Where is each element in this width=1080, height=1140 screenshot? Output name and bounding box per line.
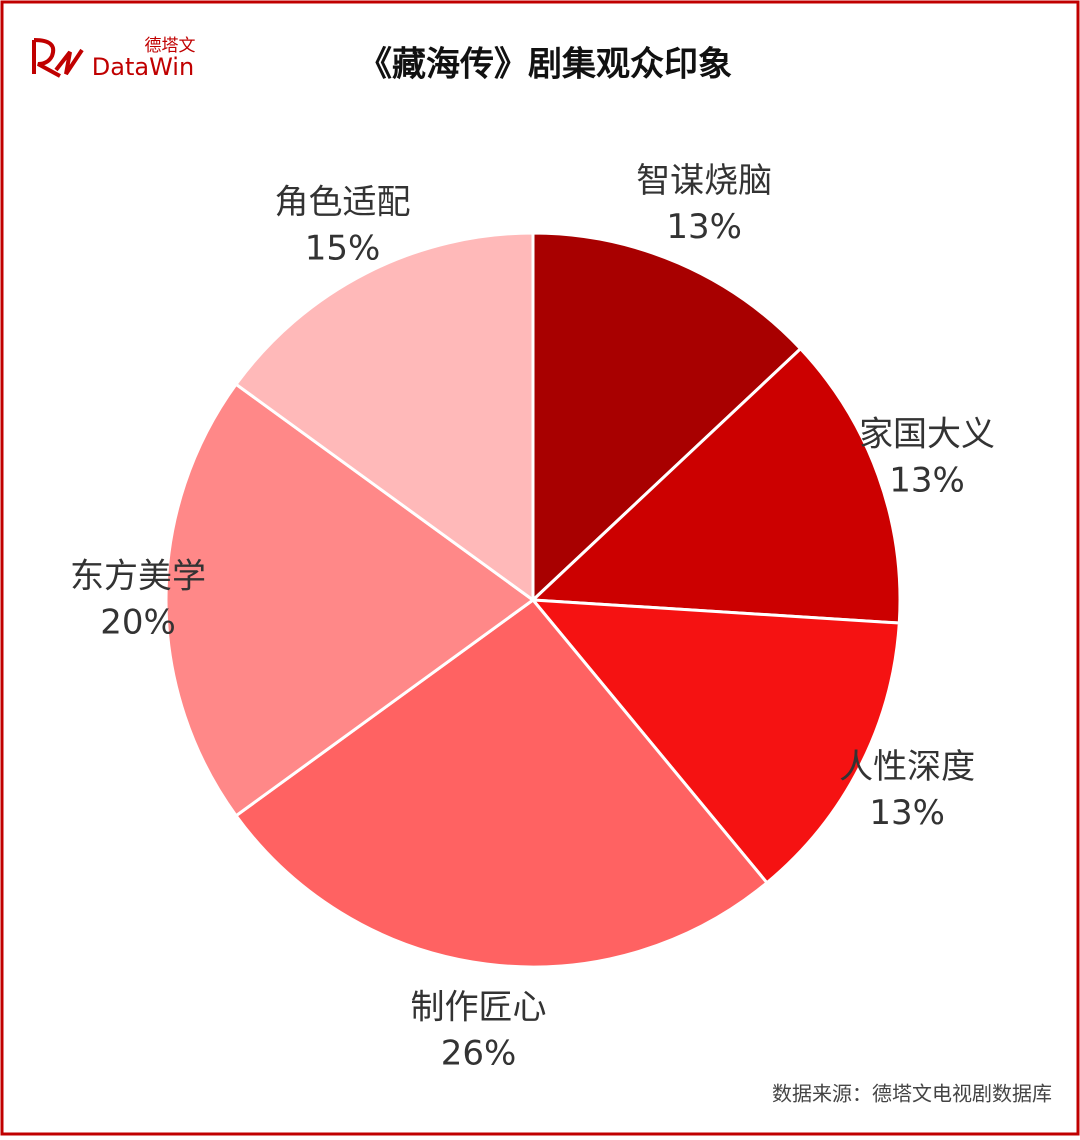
slice-label: 人性深度 bbox=[839, 747, 975, 787]
logo-en: DataWin bbox=[92, 53, 194, 81]
slice-label: 家国大义 bbox=[859, 415, 995, 455]
value-label: 15% bbox=[305, 229, 381, 269]
chart-title: 《藏海传》剧集观众印象 bbox=[358, 45, 732, 85]
pie-slice bbox=[233, 231, 535, 603]
pie-slice bbox=[233, 597, 770, 969]
value-label: 26% bbox=[441, 1033, 517, 1073]
slice-label: 角色适配 bbox=[275, 183, 411, 223]
slice-label: 智谋烧脑 bbox=[636, 161, 772, 201]
value-label: 13% bbox=[889, 461, 965, 501]
slice-label: 制作匠心 bbox=[411, 987, 547, 1027]
value-label: 13% bbox=[869, 793, 945, 833]
slice-label: 东方美学 bbox=[70, 557, 206, 597]
source: 数据来源：德塔文电视剧数据库 bbox=[772, 1082, 1052, 1106]
pie-slice bbox=[531, 231, 803, 604]
value-label: 13% bbox=[666, 207, 742, 247]
value-label: 20% bbox=[100, 603, 176, 643]
pie-slice bbox=[529, 346, 902, 625]
logo-icon bbox=[32, 38, 84, 78]
pie-slice bbox=[529, 598, 901, 885]
logo-cn: 德塔文 bbox=[145, 36, 196, 56]
pie-slice bbox=[164, 382, 536, 818]
